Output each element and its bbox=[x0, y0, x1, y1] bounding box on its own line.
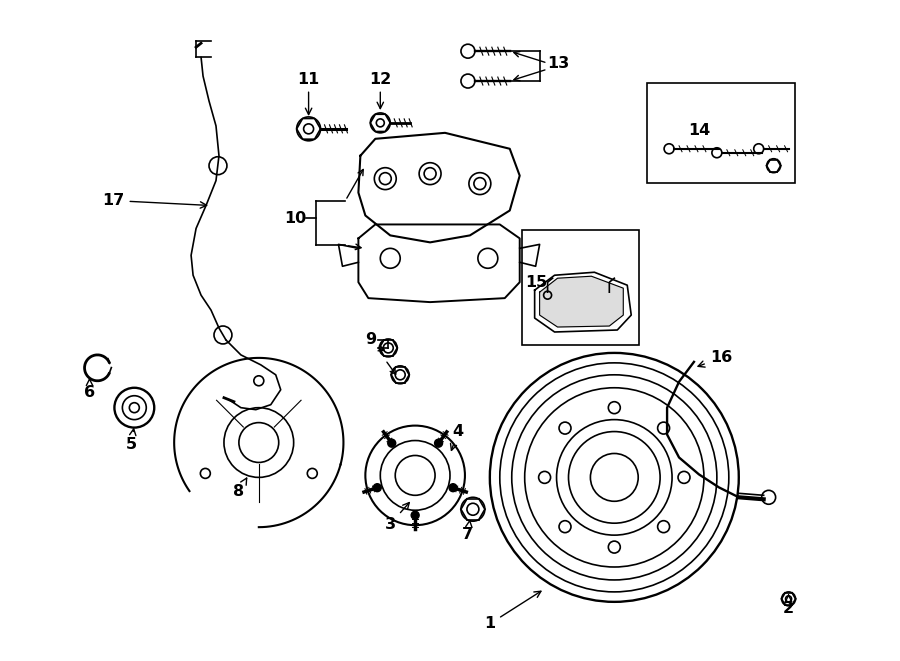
Polygon shape bbox=[535, 272, 631, 332]
Text: 8: 8 bbox=[233, 478, 247, 499]
Text: 11: 11 bbox=[298, 71, 320, 114]
Circle shape bbox=[374, 484, 382, 492]
Text: 6: 6 bbox=[84, 379, 95, 401]
Bar bbox=[647, 83, 795, 182]
Polygon shape bbox=[358, 133, 519, 243]
Text: 9: 9 bbox=[364, 332, 376, 348]
Text: 13: 13 bbox=[547, 56, 570, 71]
Bar bbox=[522, 231, 639, 345]
Circle shape bbox=[435, 439, 443, 447]
Text: 1: 1 bbox=[484, 591, 541, 631]
Polygon shape bbox=[358, 225, 519, 302]
Text: 16: 16 bbox=[698, 350, 732, 367]
Text: 10: 10 bbox=[284, 211, 307, 226]
Text: 15: 15 bbox=[526, 275, 548, 290]
Text: 4: 4 bbox=[451, 424, 464, 450]
Text: 7: 7 bbox=[463, 520, 473, 541]
Circle shape bbox=[388, 439, 396, 447]
Text: 14: 14 bbox=[688, 124, 710, 138]
Text: 2: 2 bbox=[783, 595, 794, 616]
Text: 3: 3 bbox=[384, 502, 410, 531]
Text: 12: 12 bbox=[369, 71, 392, 108]
Polygon shape bbox=[540, 276, 624, 327]
Circle shape bbox=[449, 484, 457, 492]
Circle shape bbox=[411, 511, 419, 519]
Text: 17: 17 bbox=[103, 193, 207, 208]
Text: 5: 5 bbox=[126, 429, 137, 452]
